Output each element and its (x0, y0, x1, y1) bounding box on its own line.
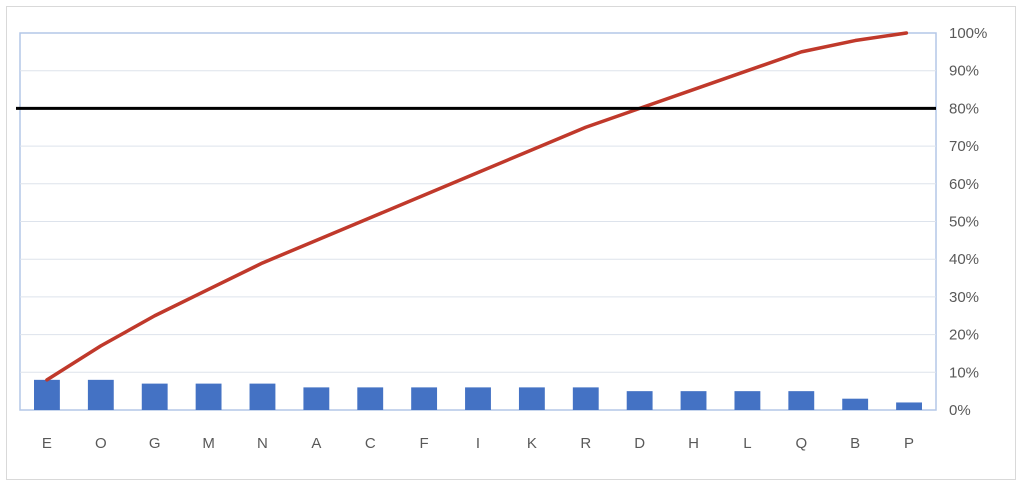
y-axis-tick-labels: 0% 10% 20% 30% 40% 50% 60% 70% 80% 90% 100% (949, 25, 987, 419)
bar-L (734, 391, 761, 410)
x-tick-label: R (580, 435, 591, 452)
bar-R (572, 387, 599, 410)
bar-E (34, 379, 60, 410)
y-tick-label: 10% (949, 364, 979, 381)
y-tick-label: 0% (949, 402, 971, 419)
cumulative-line (45, 31, 909, 382)
bar-B (842, 398, 869, 410)
x-tick-label: E (42, 435, 52, 452)
x-tick-label: M (202, 435, 215, 452)
cumulative-line-series (45, 31, 909, 382)
y-tick-label: 80% (949, 100, 979, 117)
bar-N (249, 383, 276, 410)
bar-series (34, 379, 922, 410)
y-tick-label: 90% (949, 63, 979, 80)
y-tick-label: 50% (949, 214, 979, 231)
x-tick-label: P (904, 435, 914, 452)
y-tick-label: 40% (949, 251, 979, 268)
x-tick-label: F (420, 435, 429, 452)
bar-Q (788, 391, 815, 410)
x-tick-label: L (743, 435, 751, 452)
x-tick-label: A (311, 435, 321, 452)
bar-I (465, 387, 491, 410)
bar-K (518, 387, 545, 410)
x-tick-label: C (365, 435, 376, 452)
x-tick-label: I (476, 435, 480, 452)
bar-C (357, 387, 384, 410)
bar-P (896, 402, 922, 410)
bar-H (680, 391, 707, 410)
y-tick-label: 60% (949, 176, 979, 193)
x-tick-label: N (257, 435, 268, 452)
x-tick-label: O (95, 435, 107, 452)
bar-A (303, 387, 330, 410)
y-tick-label: 70% (949, 138, 979, 155)
x-tick-label: Q (795, 435, 807, 452)
bar-D (626, 391, 653, 410)
x-tick-label: D (634, 435, 645, 452)
bar-O (87, 379, 114, 410)
y-tick-label: 100% (949, 25, 987, 42)
x-tick-label: B (850, 435, 860, 452)
x-tick-label: G (149, 435, 161, 452)
x-tick-label: H (688, 435, 699, 452)
bar-F (411, 387, 438, 410)
bar-G (141, 383, 168, 410)
y-tick-label: 20% (949, 327, 979, 344)
x-tick-label: K (527, 435, 537, 452)
y-tick-label: 30% (949, 289, 979, 306)
bar-M (195, 383, 222, 410)
gridlines (20, 70, 936, 373)
